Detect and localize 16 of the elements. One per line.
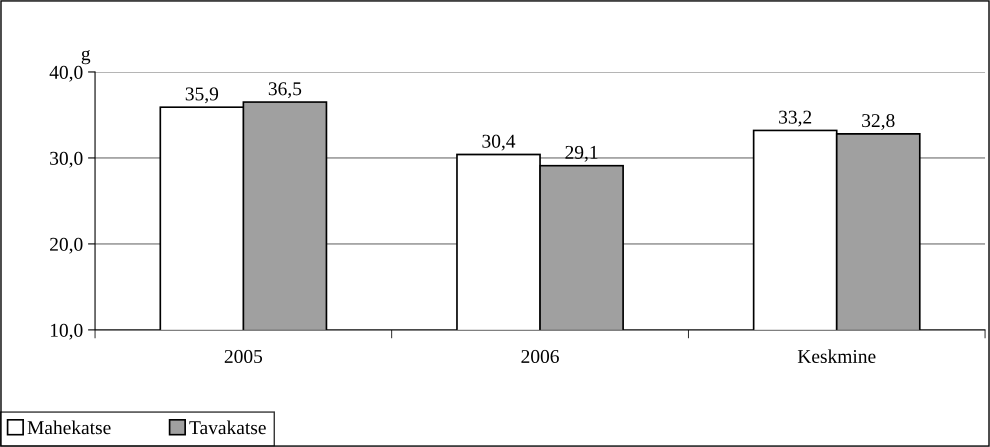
x-tick-label: 2005 [224, 350, 262, 364]
x-tick-label: 2006 [521, 350, 559, 364]
x-tick-label: Keskmine [798, 349, 876, 364]
y-tick-label: 10,0 [50, 324, 82, 340]
data-label: 32,8 [862, 114, 895, 130]
legend-label: Mahekatse [28, 420, 111, 434]
legend-label: Tavakatse [189, 420, 266, 434]
data-label: 35,9 [186, 87, 218, 104]
y-tick-label: 20,0 [50, 238, 82, 254]
data-label: 30,4 [482, 134, 516, 151]
y-tick-label: 30,0 [50, 152, 82, 168]
y-axis-title: g [82, 50, 90, 64]
y-tick-label: 40,0 [50, 66, 82, 82]
data-label: 29,1 [565, 146, 598, 162]
data-label: 33,2 [779, 110, 812, 126]
data-label: 36,5 [268, 82, 302, 98]
